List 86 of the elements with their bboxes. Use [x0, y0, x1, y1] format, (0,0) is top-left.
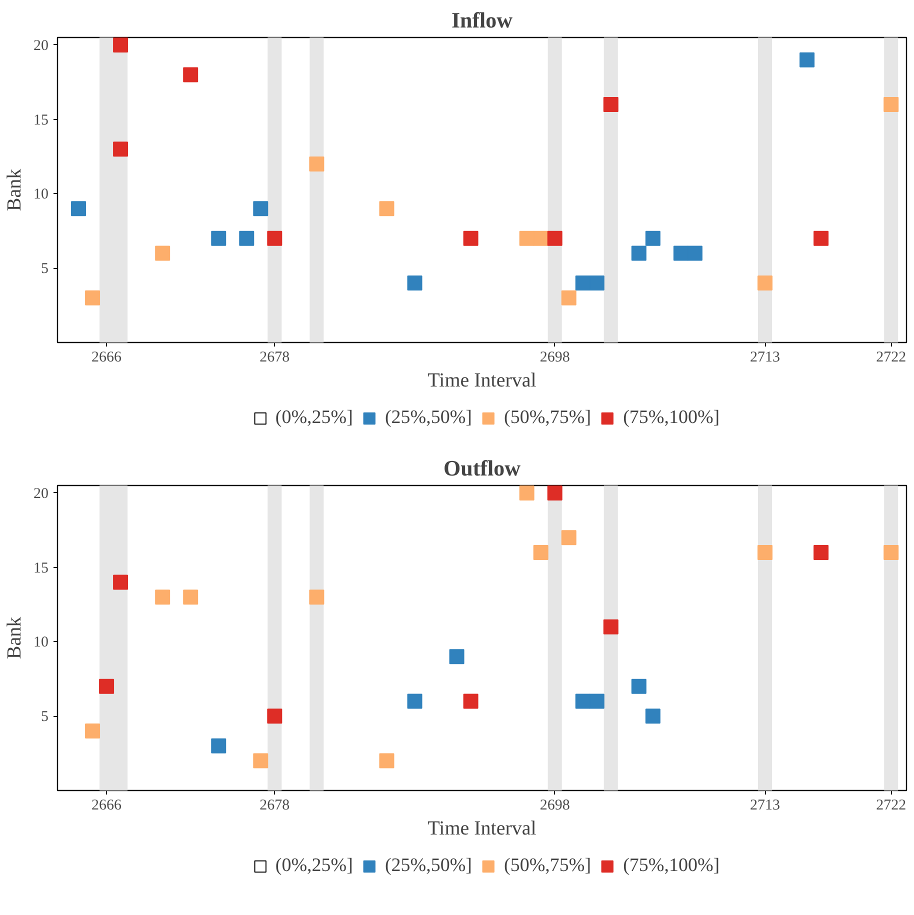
legend-label: (25%,50%]: [384, 855, 472, 877]
point: [547, 230, 562, 246]
point: [85, 290, 100, 306]
point: [561, 290, 576, 306]
point: [589, 694, 604, 709]
y-tick-label: 10: [34, 634, 48, 651]
point: [267, 230, 282, 246]
point: [547, 486, 562, 500]
y-tick-label: 20: [34, 486, 48, 502]
x-tick-label: 2713: [750, 798, 780, 814]
x-axis-title: Time Interval: [428, 370, 537, 392]
point: [309, 156, 324, 172]
point: [533, 544, 548, 560]
x-tick-label: 2666: [92, 350, 122, 366]
point: [211, 738, 226, 754]
y-tick-label: 5: [41, 709, 48, 726]
point: [814, 230, 829, 246]
legend-label: (0%,25%]: [275, 855, 353, 877]
point: [631, 246, 646, 261]
point: [253, 753, 268, 768]
point: [463, 230, 478, 246]
y-tick-label: 20: [34, 38, 48, 54]
y-tick-label: 5: [41, 261, 48, 278]
point: [589, 275, 604, 290]
point: [603, 619, 618, 634]
legend-label: (50%,75%]: [504, 855, 592, 877]
point: [183, 67, 198, 82]
point: [673, 246, 688, 261]
point: [575, 694, 590, 709]
point: [113, 142, 128, 157]
x-tick-label: 2698: [540, 798, 570, 814]
point: [463, 694, 478, 709]
point: [407, 275, 422, 290]
point: [85, 723, 100, 738]
x-tick-label: 2698: [540, 350, 570, 366]
point: [758, 544, 772, 560]
point: [575, 275, 590, 290]
point: [533, 230, 548, 246]
point: [155, 590, 170, 605]
y-tick-label: 10: [34, 186, 48, 203]
point: [519, 486, 534, 500]
point: [631, 678, 646, 694]
point: [687, 246, 702, 261]
point: [113, 574, 128, 590]
x-tick-label: 2713: [750, 350, 780, 366]
point: [561, 530, 576, 546]
point: [645, 708, 660, 724]
point: [309, 590, 324, 605]
chart-title: Inflow: [451, 8, 513, 32]
x-tick-label: 2678: [260, 350, 290, 366]
point: [379, 753, 394, 768]
point: [814, 544, 829, 560]
x-tick-label: 2722: [876, 798, 906, 814]
legend-label: (75%,100%]: [623, 407, 720, 429]
point: [449, 649, 464, 664]
point: [407, 694, 422, 709]
point: [758, 275, 772, 290]
point: [267, 708, 282, 724]
point: [253, 201, 268, 216]
point: [113, 38, 128, 52]
legend-label: (50%,75%]: [504, 407, 592, 429]
legend-label: (25%,50%]: [384, 407, 472, 429]
x-tick-label: 2722: [876, 350, 906, 366]
point: [71, 201, 86, 216]
point: [519, 230, 534, 246]
x-tick-label: 2666: [92, 798, 122, 814]
point: [603, 96, 618, 112]
point: [884, 96, 899, 112]
y-tick-label: 15: [34, 560, 48, 576]
point: [884, 544, 899, 560]
y-axis-title: Bank: [4, 168, 26, 212]
point: [183, 590, 198, 605]
point: [379, 201, 394, 216]
point: [800, 52, 815, 68]
point: [155, 246, 170, 261]
y-tick-label: 15: [34, 112, 48, 128]
point: [239, 230, 254, 246]
point: [99, 678, 114, 694]
x-axis-title: Time Interval: [428, 818, 537, 840]
point: [645, 230, 660, 246]
x-tick-label: 2678: [260, 798, 290, 814]
legend-label: (0%,25%]: [275, 407, 353, 429]
point: [211, 230, 226, 246]
chart-title: Outflow: [444, 456, 521, 480]
y-axis-title: Bank: [4, 616, 26, 660]
legend-label: (75%,100%]: [623, 855, 720, 877]
